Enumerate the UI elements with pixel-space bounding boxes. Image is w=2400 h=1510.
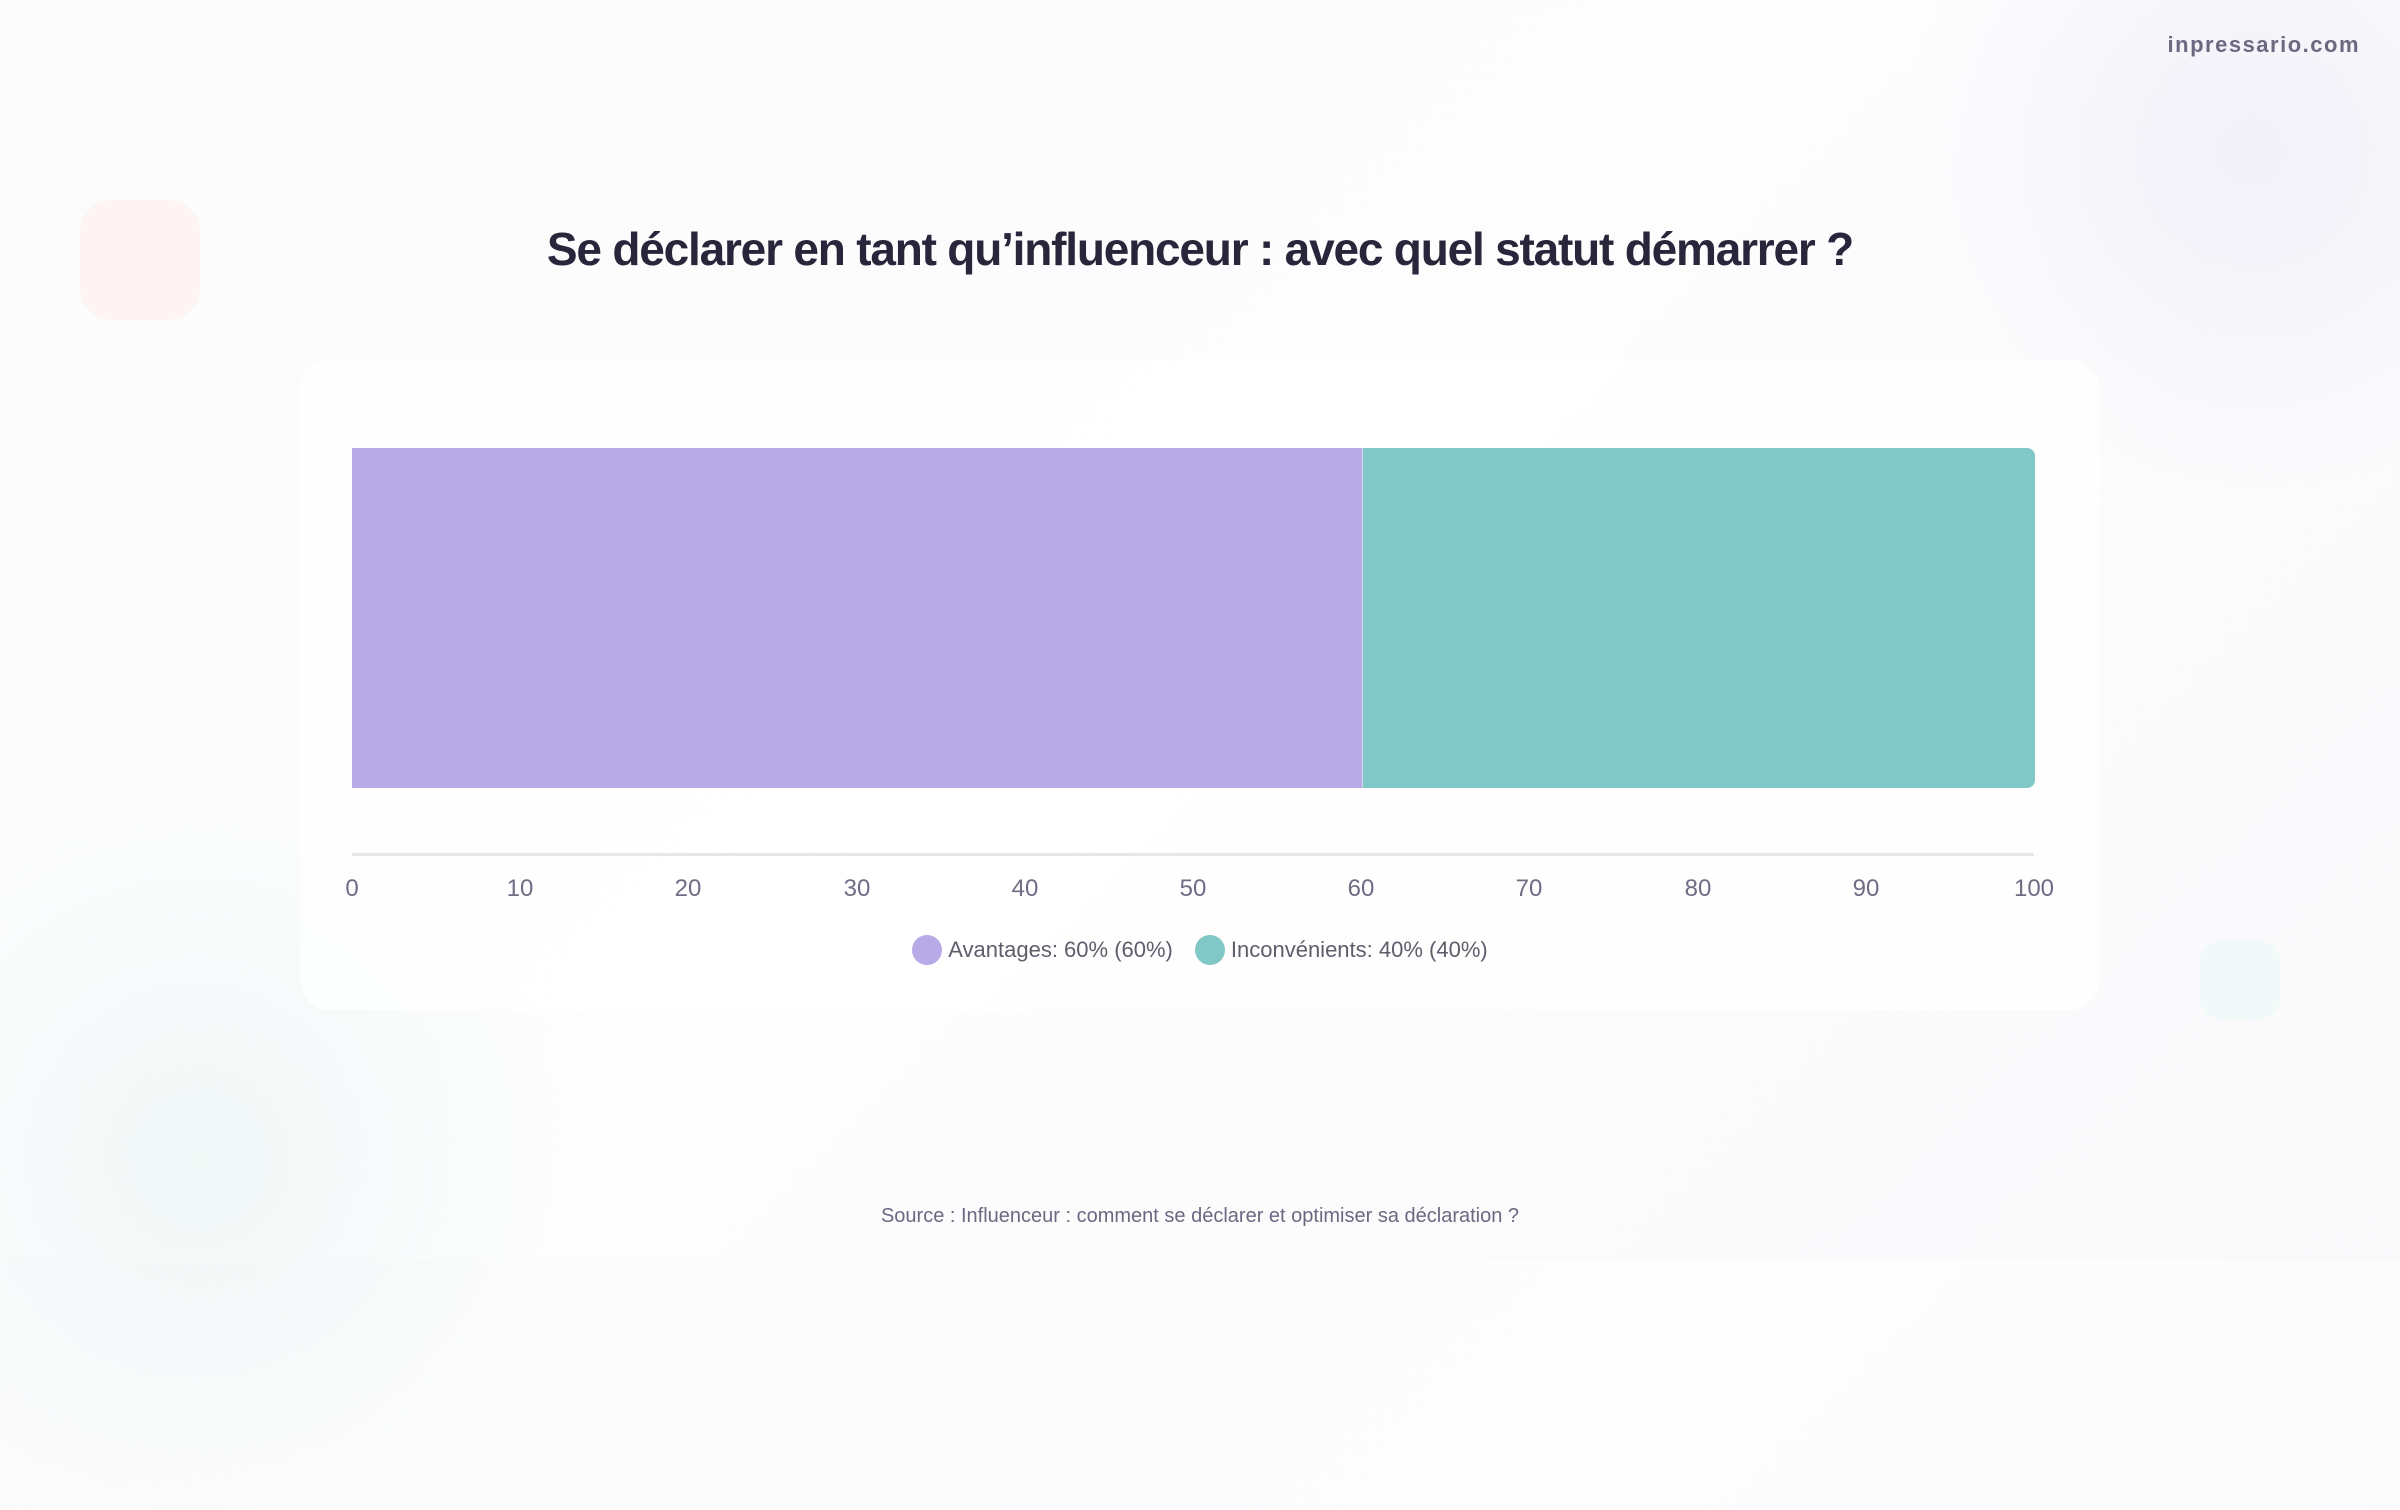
- x-tick: 30: [843, 875, 871, 902]
- x-tick: 80: [1684, 875, 1712, 902]
- x-tick: 100: [2013, 875, 2055, 902]
- decorative-square: [2200, 940, 2280, 1020]
- chart-title: Se déclarer en tant qu’influenceur : ave…: [546, 223, 1854, 275]
- bar-segment-avantages[interactable]: [352, 448, 1362, 788]
- chart-legend: Avantages: 60% (60%) Inconvénients: 40% …: [0, 935, 2400, 965]
- x-tick: 0: [345, 875, 359, 902]
- brand-label: inpressario.com: [2167, 32, 2360, 57]
- bar-segment-inconvenients[interactable]: [1362, 448, 2035, 788]
- x-axis-line: [352, 853, 2034, 856]
- x-tick: 10: [506, 875, 534, 902]
- x-tick: 50: [1179, 875, 1207, 902]
- legend-label: Inconvénients: 40% (40%): [1230, 937, 1488, 962]
- x-tick: 60: [1347, 875, 1375, 902]
- legend-swatch-icon: [912, 935, 943, 965]
- x-tick: 70: [1515, 875, 1543, 902]
- source-caption: Source : Influenceur : comment se déclar…: [880, 1205, 1520, 1227]
- x-tick: 40: [1011, 875, 1039, 902]
- legend-swatch-icon: [1194, 935, 1225, 965]
- legend-item-avantages[interactable]: Avantages: 60% (60%): [912, 935, 1173, 965]
- legend-item-inconvenients[interactable]: Inconvénients: 40% (40%): [1194, 935, 1488, 965]
- legend-label: Avantages: 60% (60%): [948, 937, 1173, 962]
- decorative-square: [80, 200, 200, 320]
- x-tick: 20: [674, 875, 702, 902]
- x-tick: 90: [1852, 875, 1880, 902]
